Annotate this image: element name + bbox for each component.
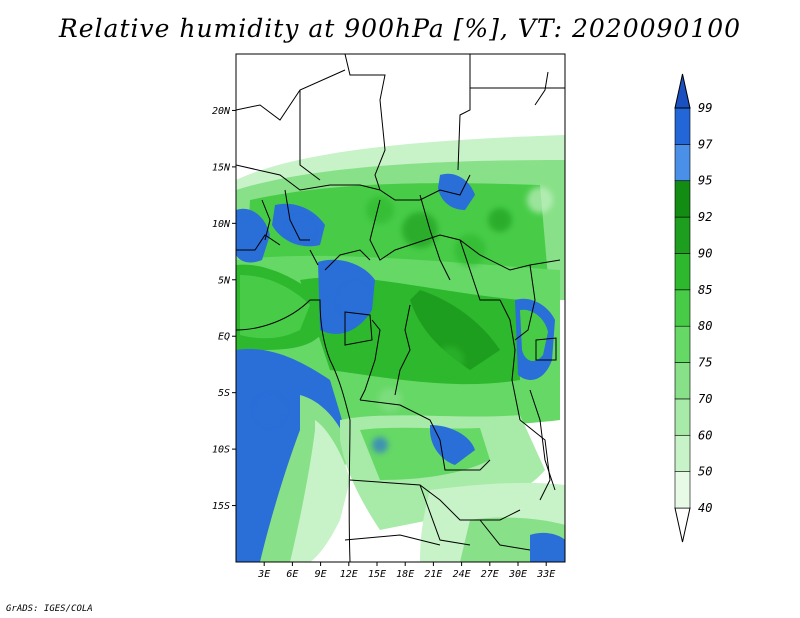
country-borders (236, 54, 565, 562)
colorbar-high-arrow (674, 73, 691, 109)
colorbar-segment (674, 107, 691, 145)
lat-tick-label: 10N (212, 219, 231, 230)
colorbar-segment (674, 180, 691, 218)
colorbar-label: 92 (698, 210, 712, 224)
lon-tick-label: 21E (424, 569, 442, 580)
lon-tick-label: 3E (257, 569, 270, 580)
colorbar-segment (674, 471, 691, 509)
colorbar-segment (674, 398, 691, 436)
map-title: Relative humidity at 900hPa [%], VT: 202… (58, 14, 742, 43)
colorbar-label: 85 (698, 283, 712, 297)
colorbar-label: 80 (698, 319, 712, 333)
lon-tick-label: 9E (315, 569, 327, 580)
lon-tick-label: 27E (481, 569, 499, 580)
colorbar-label: 99 (698, 101, 712, 115)
lon-tick-label: 18E (396, 569, 414, 580)
colorbar-segment (674, 216, 691, 254)
lon-tick-label: 15E (368, 569, 386, 580)
lat-tick-label: 5N (218, 275, 231, 286)
lat-tick-label: 15S (212, 501, 230, 512)
colorbar-low-arrow (674, 507, 691, 543)
map-frame (235, 53, 566, 563)
colorbar-label: 95 (698, 174, 712, 188)
lon-tick-label: 6E (286, 569, 298, 580)
lat-tick-label: 20N (212, 106, 231, 117)
longitude-ticks: 3E 6E 9E 12E 15E 18E 21E 24E 27E 30E 33E (257, 562, 555, 580)
lon-tick-label: 33E (536, 569, 555, 580)
grads-credit: GrADS: IGES/COLA (6, 604, 93, 614)
humidity-field (236, 54, 565, 562)
lat-tick-label: 15N (212, 162, 231, 173)
colorbar: 40 50 60 70 75 80 85 90 92 95 97 99 (674, 73, 713, 543)
lon-tick-label: 24E (453, 569, 471, 580)
colorbar-label: 90 (698, 246, 712, 260)
lon-tick-label: 30E (508, 569, 527, 580)
lat-tick-label: 5S (218, 388, 230, 399)
colorbar-label: 60 (698, 428, 712, 442)
lat-tick-label: EQ (218, 332, 230, 343)
latitude-ticks: 20N 15N 10N 5N EQ 5S 10S 15S (212, 106, 236, 512)
colorbar-segment (674, 144, 691, 182)
colorbar-label: 50 (698, 465, 712, 479)
lat-tick-label: 10S (212, 445, 230, 456)
colorbar-segment (674, 362, 691, 400)
colorbar-label: 97 (698, 137, 713, 151)
colorbar-label: 70 (698, 392, 712, 406)
colorbar-segment (674, 325, 691, 363)
lon-tick-label: 12E (340, 569, 358, 580)
colorbar-label: 75 (698, 356, 712, 370)
colorbar-segment (674, 434, 691, 472)
colorbar-segment (674, 253, 691, 291)
colorbar-segment (674, 289, 691, 327)
colorbar-label: 40 (698, 501, 712, 515)
